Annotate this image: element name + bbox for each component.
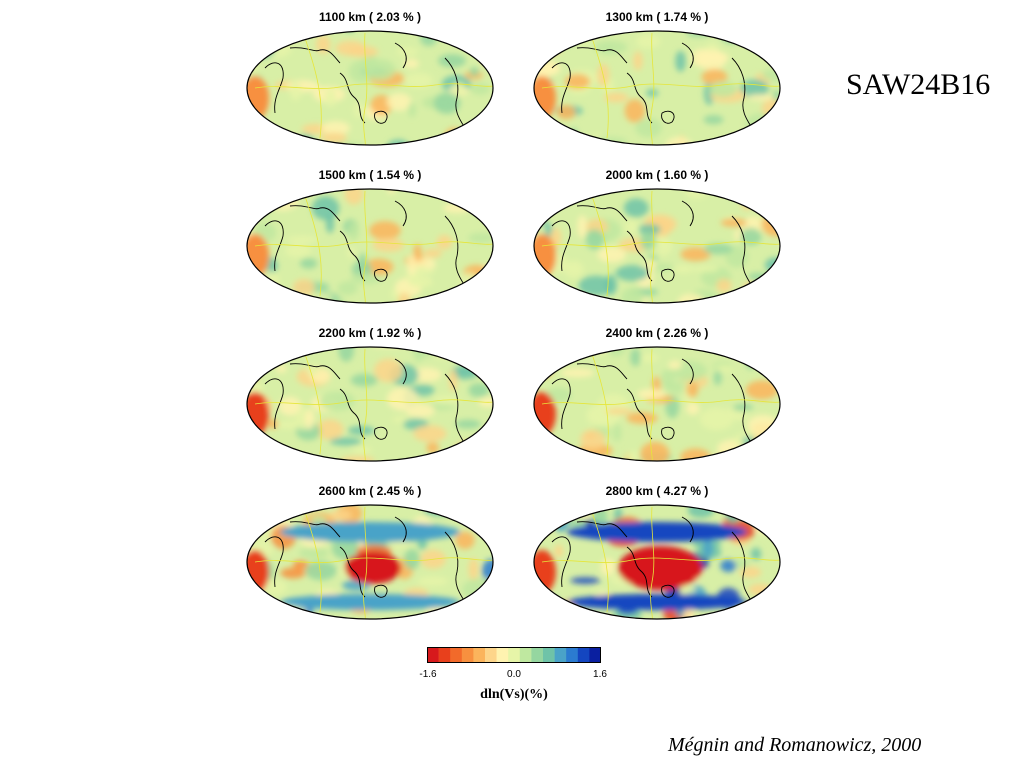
- credit-citation: Mégnin and Romanowicz, 2000: [668, 734, 922, 756]
- panel-label: 2800 km ( 4.27 % ): [605, 484, 709, 498]
- colorbar-swatch: [461, 647, 474, 663]
- colorbar-mid-label: 0.0: [507, 669, 521, 680]
- colorbar-swatch: [485, 647, 497, 663]
- colorbar-swatch: [589, 647, 601, 663]
- map-panel-2000: 2000 km ( 1.60 % ): [532, 168, 782, 318]
- colorbar-swatch: [496, 647, 509, 663]
- colorbar-swatch: [473, 647, 486, 663]
- mollweide-map: [246, 30, 494, 146]
- model-title: SAW24B16: [846, 68, 991, 101]
- colorbar-label: dln(Vs)(%): [480, 687, 548, 702]
- colorbar-swatch: [438, 647, 451, 663]
- panel-label: 2600 km ( 2.45 % ): [318, 484, 422, 498]
- colorbar-swatch: [554, 647, 567, 663]
- mollweide-map: [533, 30, 781, 146]
- colorbar-min-label: -1.6: [419, 669, 437, 680]
- colorbar: -1.6 0.0 1.6 dln(Vs)(%): [419, 647, 607, 707]
- colorbar-max-label: 1.6: [593, 669, 607, 680]
- colorbar-swatch: [450, 647, 463, 663]
- map-panel-2800: 2800 km ( 4.27 % ): [532, 484, 782, 634]
- map-panel-1100: 1100 km ( 2.03 % ): [245, 10, 495, 160]
- colorbar-swatch: [577, 647, 590, 663]
- mollweide-map: [533, 504, 781, 620]
- colorbar-swatch: [508, 647, 521, 663]
- colorbar-swatch: [531, 647, 544, 663]
- map-panel-2600: 2600 km ( 2.45 % ): [245, 484, 495, 634]
- mollweide-map: [246, 188, 494, 304]
- panel-label: 1300 km ( 1.74 % ): [605, 10, 709, 24]
- mollweide-map: [533, 188, 781, 304]
- colorbar-swatch: [566, 647, 579, 663]
- mollweide-map: [246, 346, 494, 462]
- panel-label: 1500 km ( 1.54 % ): [318, 168, 422, 182]
- colorbar-swatch: [519, 647, 532, 663]
- panel-label: 2400 km ( 2.26 % ): [605, 326, 709, 340]
- mollweide-map: [246, 504, 494, 620]
- map-panel-2200: 2200 km ( 1.92 % ): [245, 326, 495, 476]
- panel-label: 1100 km ( 2.03 % ): [318, 10, 422, 24]
- colorbar-swatch: [543, 647, 555, 663]
- map-panel-1300: 1300 km ( 1.74 % ): [532, 10, 782, 160]
- panel-label: 2000 km ( 1.60 % ): [605, 168, 709, 182]
- map-panel-1500: 1500 km ( 1.54 % ): [245, 168, 495, 318]
- panel-label: 2200 km ( 1.92 % ): [318, 326, 422, 340]
- colorbar-swatch: [427, 647, 439, 663]
- mollweide-map: [533, 346, 781, 462]
- map-panel-2400: 2400 km ( 2.26 % ): [532, 326, 782, 476]
- colorbar-scale: [427, 647, 601, 663]
